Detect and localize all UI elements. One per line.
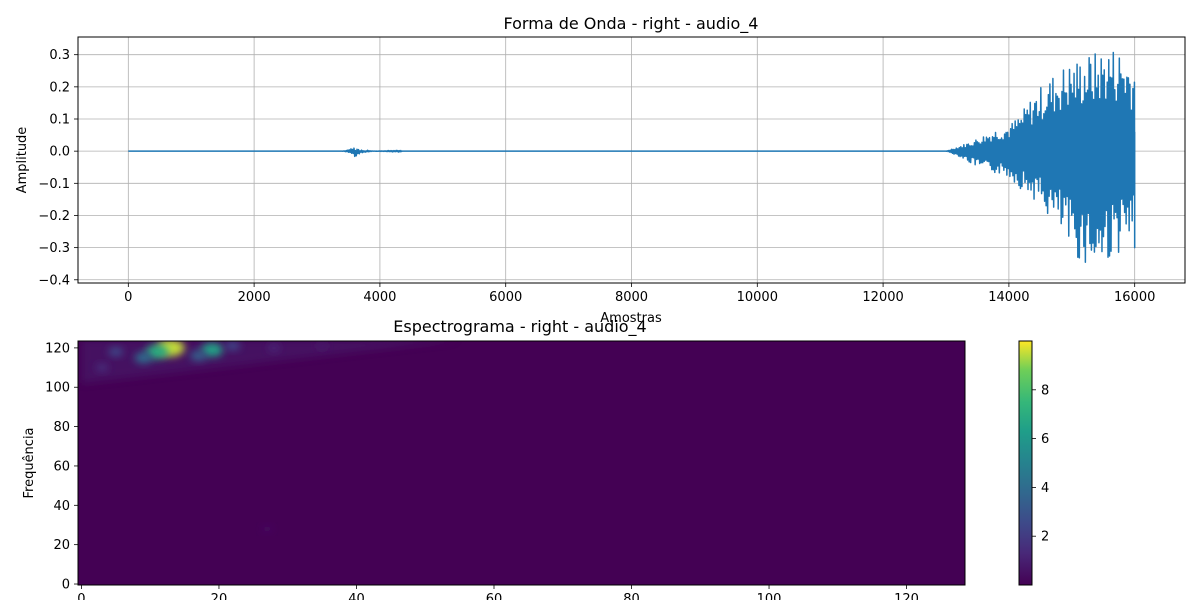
- colorbar-tick-label: 8: [1041, 383, 1049, 398]
- spectrogram-xtick-label: 60: [486, 592, 503, 600]
- spectrogram-ylabel: Frequência: [22, 427, 37, 498]
- spectrogram-xtick-label: 100: [757, 592, 782, 600]
- waveform-xtick-label: 6000: [489, 290, 522, 305]
- spectrogram-axes-frame: [77, 340, 966, 586]
- waveform-x-ticks: 0 2000 4000 6000 8000 10000 12000 14000 16000: [124, 283, 1155, 305]
- waveform-ytick-label: 0.2: [49, 80, 70, 95]
- spectrogram-hotspot: [108, 347, 124, 357]
- spectrogram-image: [78, 341, 965, 585]
- waveform-xtick-label: 10000: [737, 290, 778, 305]
- spectrogram-xtick-label: 120: [894, 592, 919, 600]
- waveform-ytick-label: 0.0: [49, 145, 70, 160]
- colorbar: 2 4 6 8: [1018, 340, 1049, 586]
- spectrogram-title: Espectrograma - right - audio_4: [393, 317, 646, 337]
- spectrogram-ytick-label: 120: [45, 341, 70, 356]
- waveform-xtick-label: 2000: [238, 290, 271, 305]
- colorbar-frame: [1018, 340, 1033, 586]
- spectrogram-xtick-label: 0: [77, 592, 85, 600]
- spectrogram-hotspot: [95, 363, 109, 372]
- waveform-ytick-label: 0.3: [49, 48, 70, 63]
- waveform-xtick-label: 8000: [615, 290, 648, 305]
- spectrogram-hotspot: [261, 525, 273, 533]
- spectrogram-subplot: Espectrograma - right - audio_4 0 20 40 60 8…: [22, 317, 966, 600]
- waveform-subplot: Forma de Onda - right - audio_4: [15, 14, 1186, 326]
- waveform-title: Forma de Onda - right - audio_4: [504, 14, 759, 34]
- spectrogram-ytick-label: 100: [45, 381, 70, 396]
- spectrogram-background: [78, 341, 965, 585]
- waveform-ytick-label: 0.1: [49, 113, 70, 128]
- waveform-xlabel: Amostras: [600, 311, 662, 326]
- waveform-plot-area: [128, 51, 1136, 264]
- spectrogram-xtick-label: 40: [348, 592, 365, 600]
- spectrogram-xtick-label: 20: [211, 592, 228, 600]
- spectrogram-hotspot: [200, 343, 224, 357]
- waveform-xtick-label: 16000: [1114, 290, 1155, 305]
- spectrogram-ytick-label: 0: [62, 578, 70, 593]
- spectrogram-x-ticks: 0 20 40 60 80 100 120: [77, 585, 919, 600]
- waveform-y-ticks: 0.3 0.2 0.1 0.0 −0.1 −0.2 −0.3 −0.4: [38, 48, 78, 288]
- waveform-ytick-label: −0.3: [38, 241, 70, 256]
- spectrogram-hotspot: [316, 342, 329, 350]
- spectrogram-ytick-label: 80: [53, 420, 70, 435]
- waveform-xtick-label: 0: [124, 290, 132, 305]
- colorbar-tick-label: 4: [1041, 481, 1049, 496]
- spectrogram-hotspot: [189, 350, 207, 361]
- waveform-xtick-label: 4000: [363, 290, 396, 305]
- colorbar-tick-label: 6: [1041, 432, 1049, 447]
- spectrogram-ytick-label: 20: [53, 538, 70, 553]
- waveform-ytick-label: −0.1: [38, 177, 70, 192]
- waveform-xtick-label: 12000: [862, 290, 903, 305]
- waveform-ylabel: Amplitude: [15, 127, 30, 194]
- spectrogram-hotspot: [225, 341, 241, 351]
- spectrogram-hotspot: [267, 344, 281, 352]
- waveform-trace: [128, 51, 1136, 264]
- colorbar-tick-label: 2: [1041, 530, 1049, 545]
- waveform-xtick-label: 14000: [988, 290, 1029, 305]
- spectrogram-ytick-label: 40: [53, 499, 70, 514]
- waveform-ytick-label: −0.4: [38, 273, 70, 288]
- spectrogram-hotspot: [134, 352, 153, 364]
- colorbar-ticks: 2 4 6 8: [1032, 383, 1049, 545]
- waveform-ytick-label: −0.2: [38, 209, 70, 224]
- waveform-line: [128, 51, 1136, 264]
- spectrogram-ytick-label: 60: [53, 459, 70, 474]
- spectrogram-y-ticks: 0 20 40 60 80 100 120: [45, 341, 78, 593]
- colorbar-gradient: [1019, 341, 1032, 585]
- spectrogram-xtick-label: 80: [623, 592, 640, 600]
